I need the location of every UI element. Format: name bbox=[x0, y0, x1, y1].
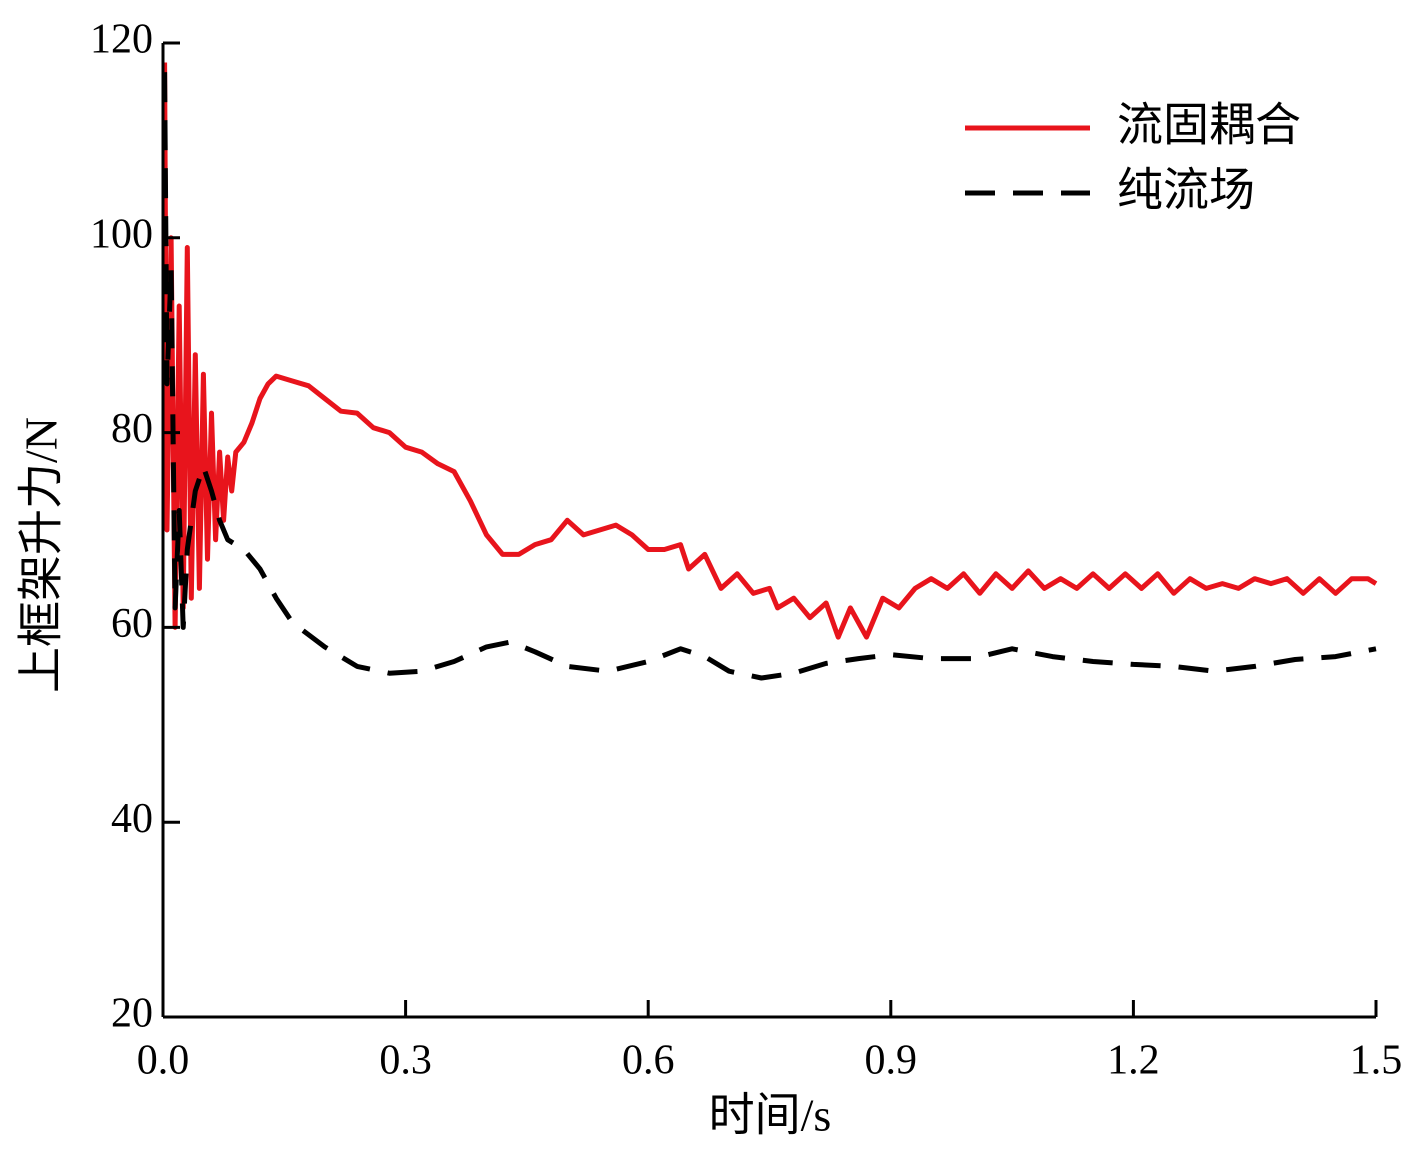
legend-label: 流固耦合 bbox=[1117, 100, 1301, 151]
y-tick-label: 60 bbox=[111, 601, 153, 647]
legend-label: 纯流场 bbox=[1117, 165, 1255, 216]
y-axis-title: 上框架升力/N bbox=[16, 417, 67, 693]
y-tick-label: 80 bbox=[111, 406, 153, 452]
y-tick-label: 40 bbox=[111, 796, 153, 842]
data-line bbox=[162, 72, 1377, 681]
y-tick-label: 120 bbox=[90, 17, 153, 63]
x-tick-label: 1.2 bbox=[1107, 1038, 1160, 1084]
data-line bbox=[162, 62, 1378, 640]
x-tick-label: 1.5 bbox=[1350, 1038, 1403, 1084]
x-tick-label: 0.0 bbox=[137, 1038, 190, 1084]
x-tick-label: 0.6 bbox=[622, 1038, 675, 1084]
y-tick-label: 100 bbox=[90, 211, 153, 257]
x-axis-title: 时间/s bbox=[709, 1090, 832, 1141]
y-tick-label: 20 bbox=[111, 991, 153, 1037]
x-tick-label: 0.3 bbox=[379, 1038, 432, 1084]
x-tick-label: 0.9 bbox=[865, 1038, 918, 1084]
